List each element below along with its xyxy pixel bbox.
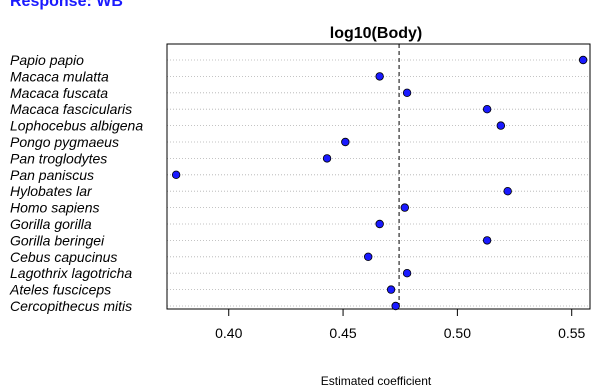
species-label: Cebus capucinus [10, 249, 117, 265]
species-label: Gorilla gorilla [10, 216, 92, 232]
response-label: Response: WB [10, 0, 123, 10]
chart-title: log10(Body) [330, 25, 422, 42]
x-tick-label: 0.50 [444, 325, 471, 341]
species-label: Macaca mulatta [10, 68, 109, 84]
data-point [364, 252, 373, 261]
data-point [391, 301, 400, 311]
x-axis: 0.40 0.45 0.50 0.55 [215, 309, 586, 341]
data-point [322, 154, 332, 163]
species-label: Gorilla beringei [10, 232, 105, 248]
data-point [578, 55, 588, 65]
data-point [402, 88, 412, 97]
data-point [171, 170, 181, 179]
data-point [400, 203, 409, 212]
data-point [375, 72, 384, 81]
species-label: Pongo pygmaeus [10, 134, 119, 150]
data-point [386, 285, 396, 294]
data-point [482, 104, 492, 114]
data-points [171, 55, 588, 311]
data-point [375, 219, 384, 229]
data-point [341, 137, 350, 147]
species-label: Pan troglodytes [10, 150, 107, 166]
x-tick-label: 0.45 [329, 325, 356, 341]
x-tick-label: 0.40 [215, 325, 242, 341]
species-label: Ateles fusciceps [9, 282, 111, 298]
species-label: Pan paniscus [10, 167, 94, 183]
x-tick-label: 0.55 [558, 325, 585, 341]
data-point [496, 121, 506, 130]
species-label: Cercopithecus mitis [10, 298, 132, 314]
species-label: Hylobates lar [10, 183, 93, 199]
species-label: Lophocebus albigena [10, 118, 143, 134]
species-label: Papio papio [10, 52, 84, 68]
species-label: Macaca fuscata [10, 85, 108, 101]
species-label: Macaca fascicularis [10, 101, 132, 117]
data-point [402, 269, 412, 278]
species-label: Lagothrix lagotricha [10, 265, 132, 281]
x-axis-label: Estimated coefficient [321, 374, 432, 388]
data-point [482, 236, 492, 245]
grid-lines [167, 59, 590, 307]
species-label: Homo sapiens [10, 200, 100, 216]
data-point [503, 186, 512, 196]
plot-border [166, 43, 591, 310]
